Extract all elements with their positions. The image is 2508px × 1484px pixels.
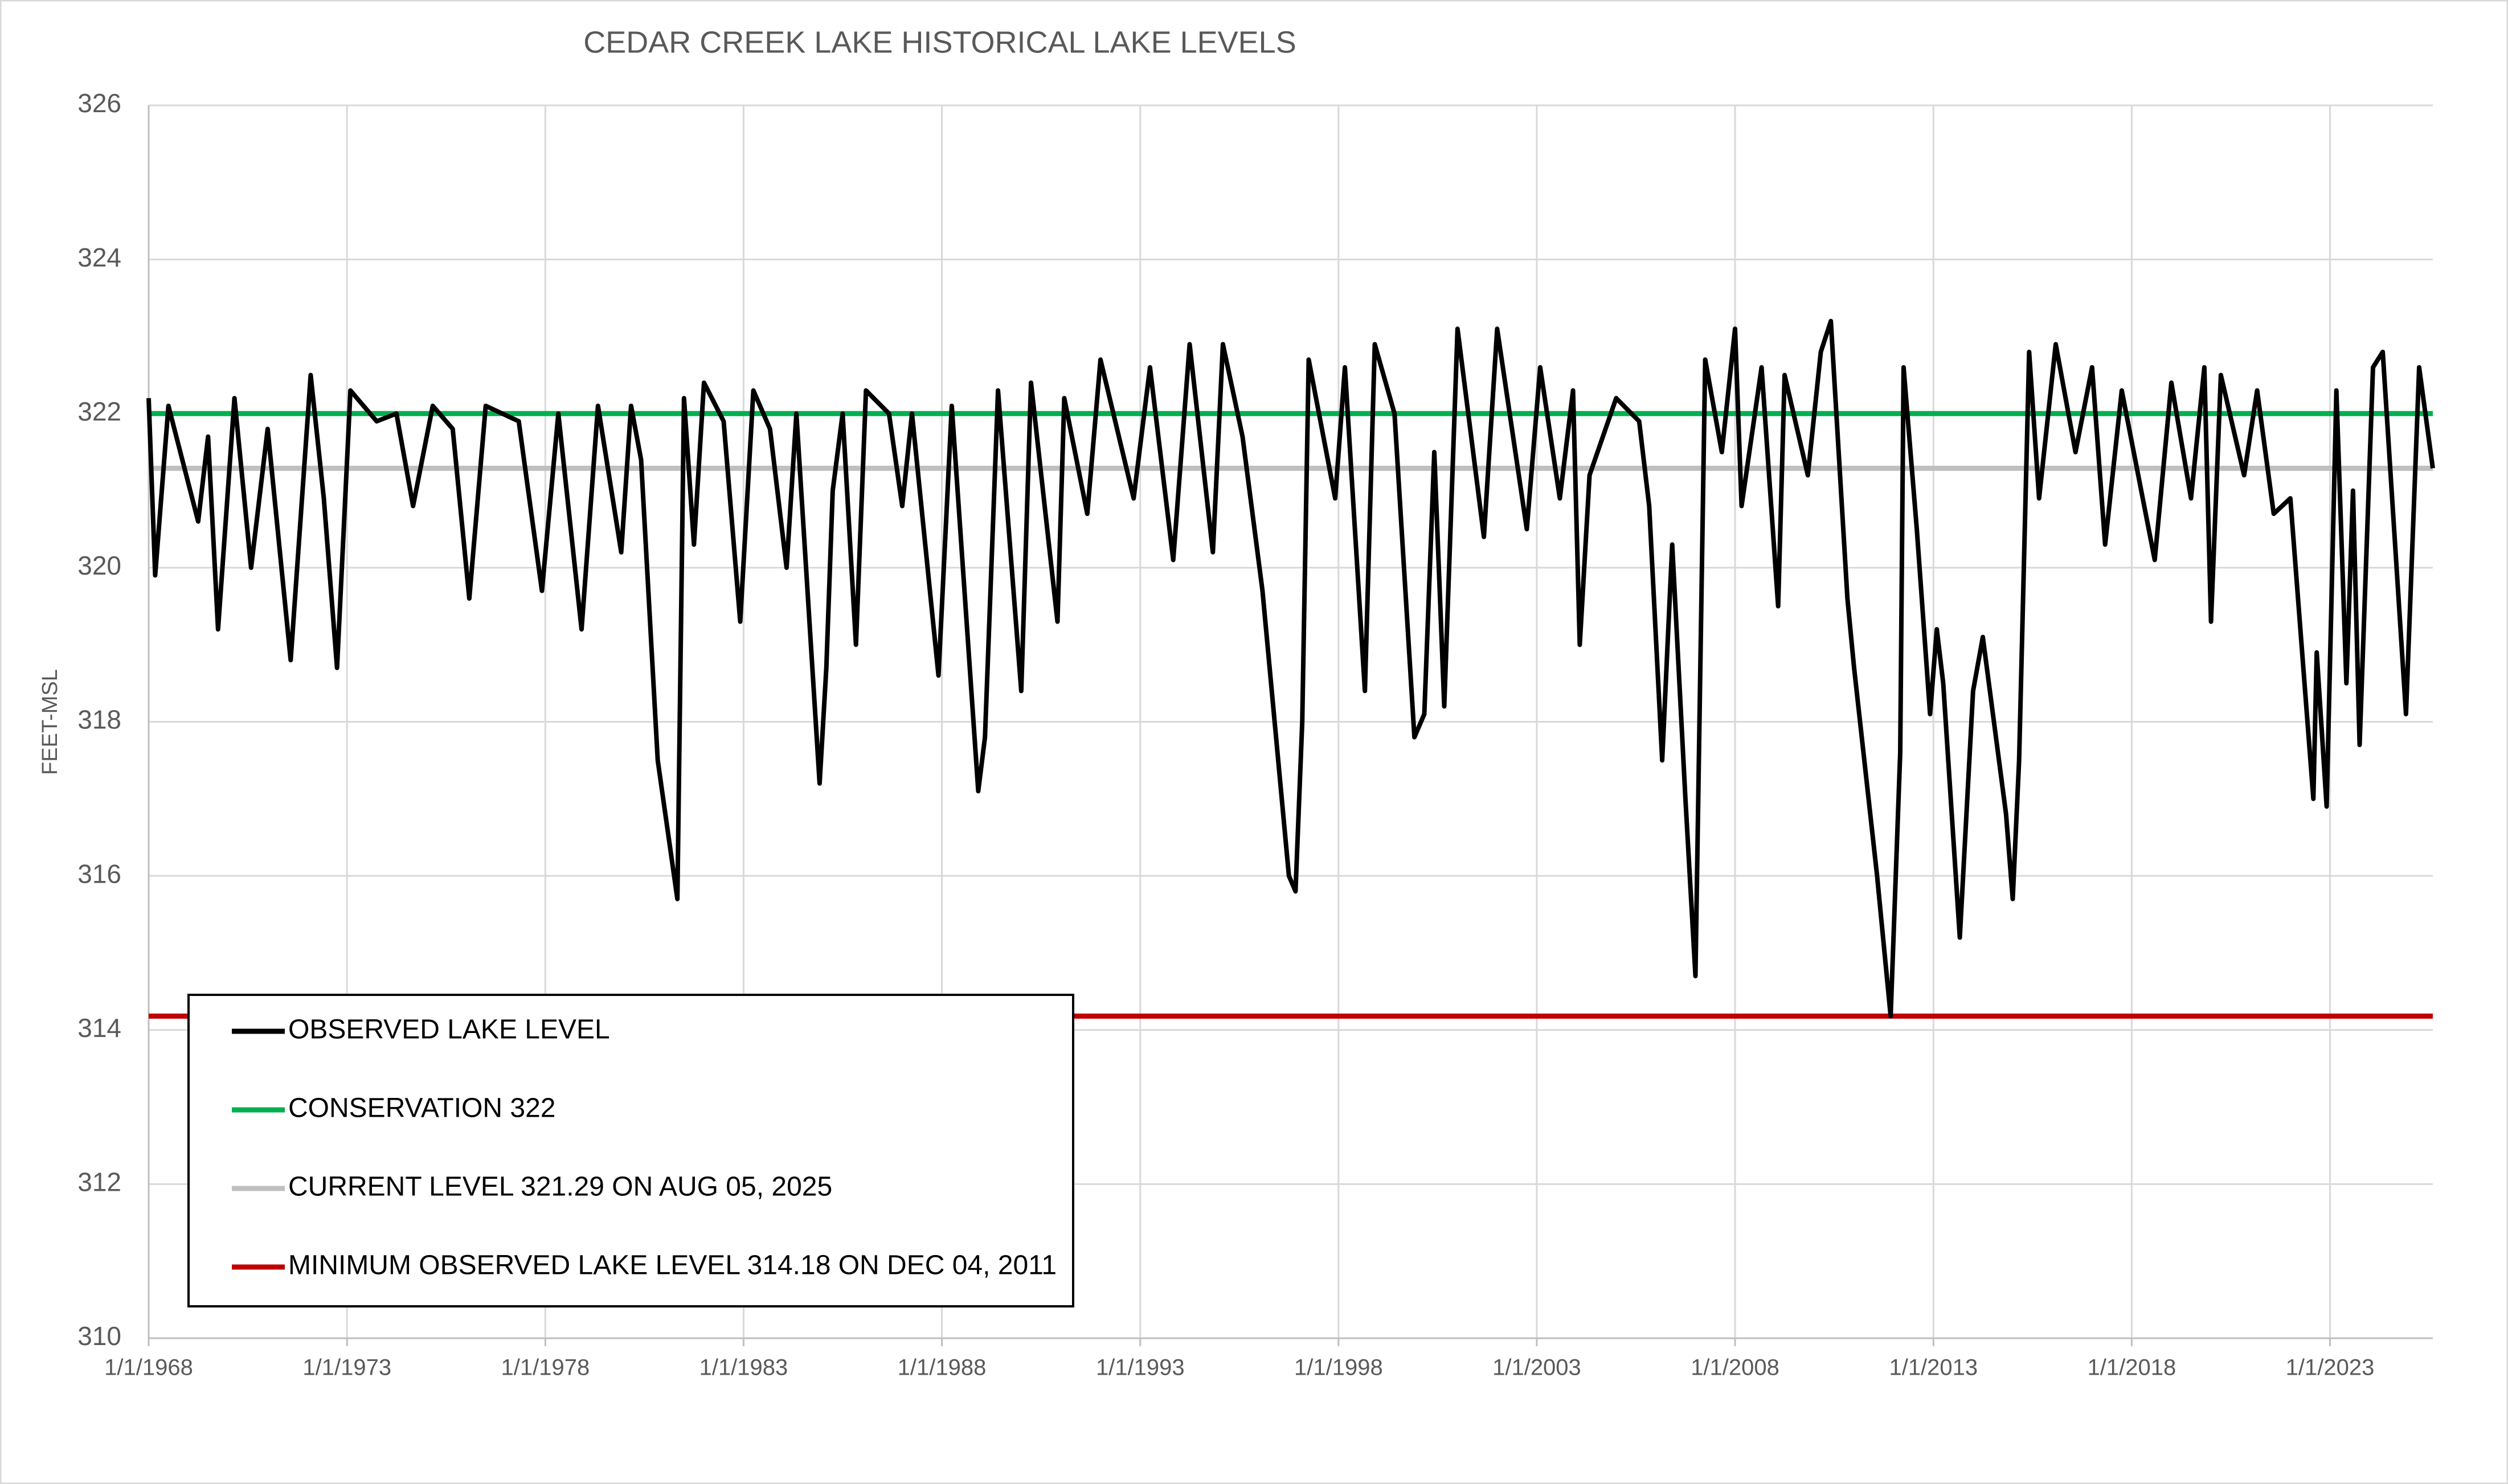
x-tick-label: 1/1/2003 — [1492, 1355, 1581, 1380]
chart-title: CEDAR CREEK LAKE HISTORICAL LAKE LEVELS — [583, 25, 1296, 59]
y-tick-label: 318 — [77, 705, 121, 735]
y-tick-label: 326 — [77, 88, 121, 118]
legend-label: CURRENT LEVEL 321.29 ON AUG 05, 2025 — [288, 1172, 832, 1202]
legend-label: CONSERVATION 322 — [288, 1093, 555, 1124]
y-tick-label: 322 — [77, 396, 121, 426]
x-tick-label: 1/1/2008 — [1691, 1355, 1779, 1380]
y-tick-label: 316 — [77, 859, 121, 888]
x-tick-label: 1/1/1988 — [898, 1355, 987, 1380]
x-tick-label: 1/1/1978 — [501, 1355, 590, 1380]
x-tick-label: 1/1/1968 — [104, 1355, 193, 1380]
y-tick-label: 324 — [77, 243, 121, 272]
legend-box — [187, 994, 1074, 1307]
x-tick-label: 1/1/2018 — [2088, 1355, 2176, 1380]
x-tick-label: 1/1/2023 — [2286, 1355, 2375, 1380]
x-tick-label: 1/1/1983 — [699, 1355, 788, 1380]
y-axis-label: FEET-MSL — [38, 669, 62, 775]
x-tick-label: 1/1/1973 — [302, 1355, 391, 1380]
x-tick-label: 1/1/1993 — [1096, 1355, 1185, 1380]
x-tick-label: 1/1/2013 — [1889, 1355, 1978, 1380]
y-tick-label: 312 — [77, 1167, 121, 1197]
y-tick-label: 314 — [77, 1013, 121, 1043]
legend-label: OBSERVED LAKE LEVEL — [288, 1015, 610, 1045]
y-tick-label: 320 — [77, 551, 121, 580]
legend: OBSERVED LAKE LEVEL CONSERVATION 322 CURRE… — [187, 994, 1074, 1307]
legend-label: MINIMUM OBSERVED LAKE LEVEL 314.18 ON DE… — [288, 1251, 1057, 1281]
y-tick-label: 310 — [77, 1321, 121, 1351]
data-line — [146, 318, 2435, 1019]
x-tick-label: 1/1/1998 — [1294, 1355, 1383, 1380]
